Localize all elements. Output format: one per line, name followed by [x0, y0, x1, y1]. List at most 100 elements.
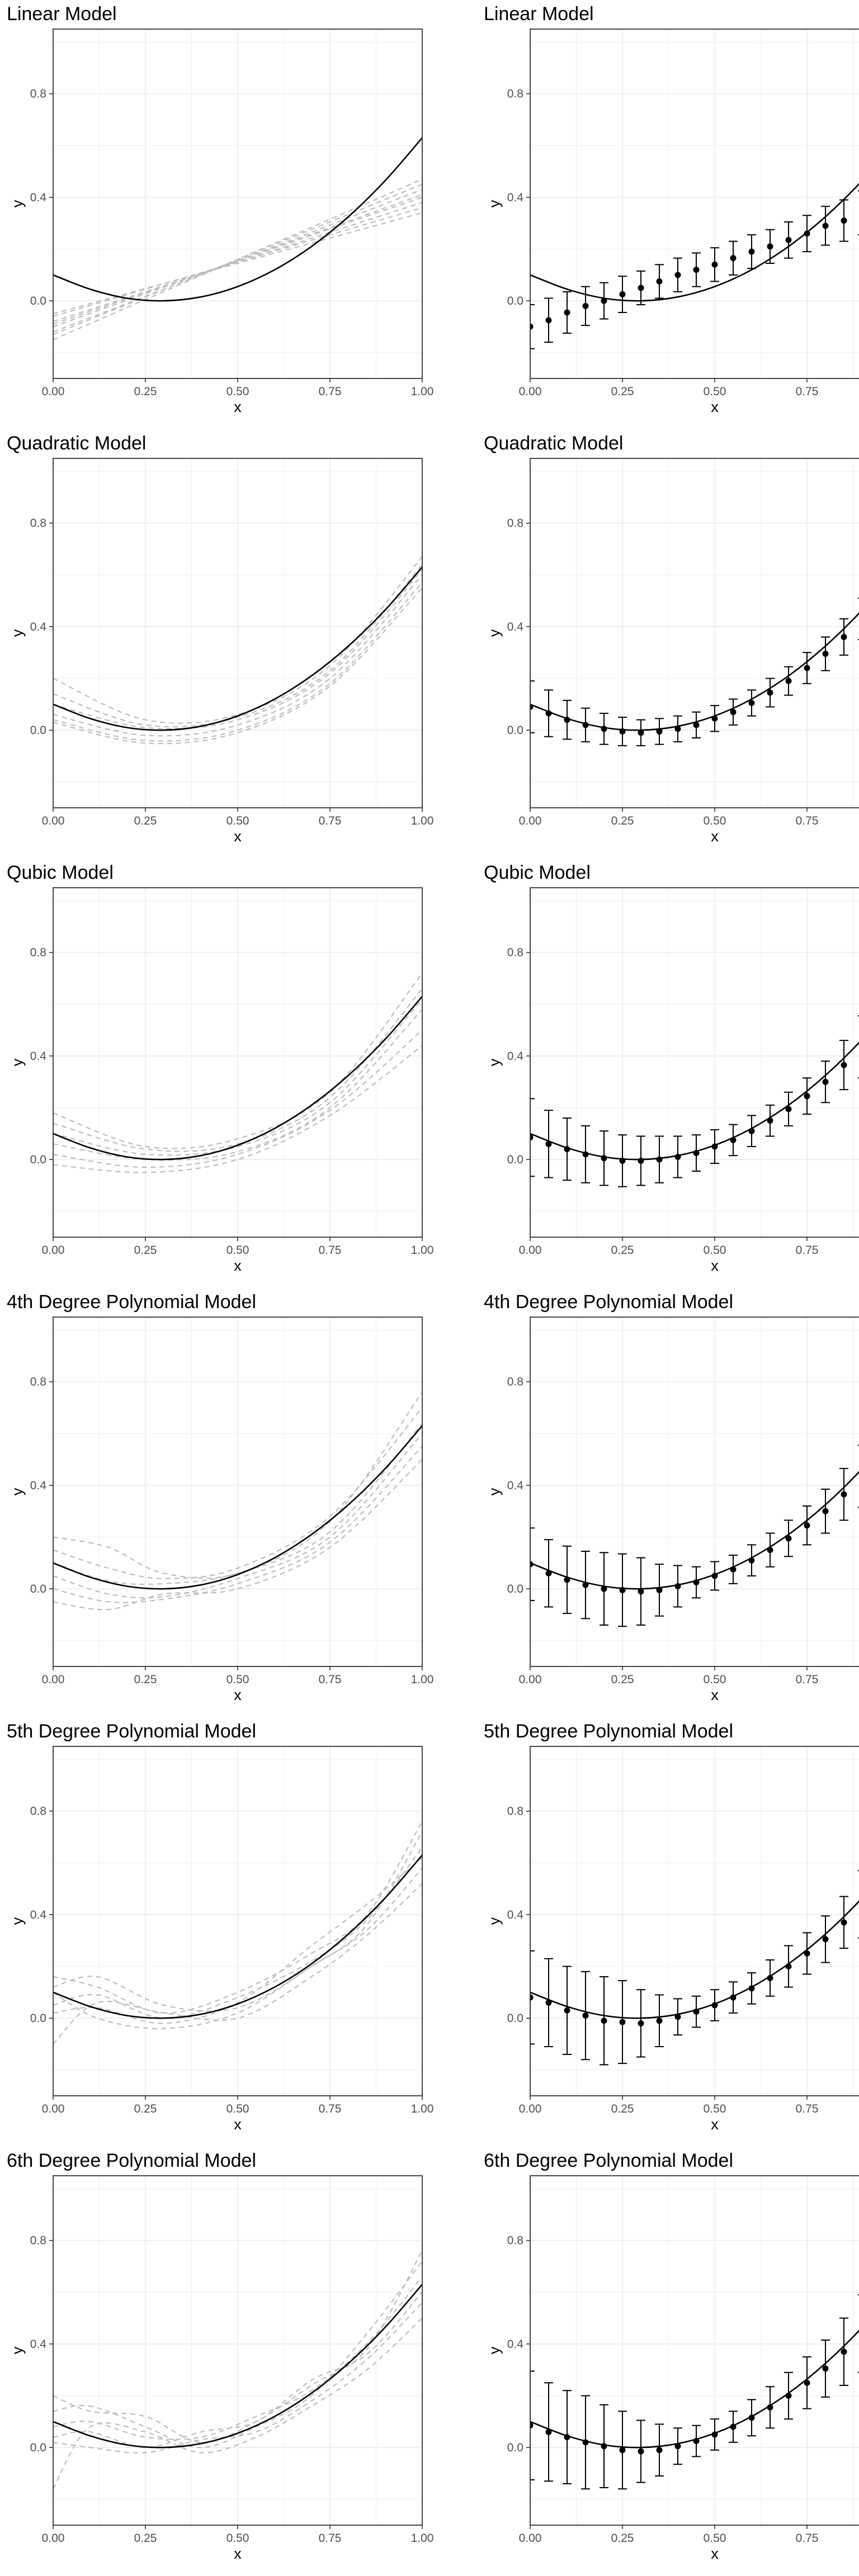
chart-panel-5: Qubic Model 0.00 0.25 0.50 0.75 1.00 0.0 0.4 0.8…: [7, 862, 433, 1274]
mean-point: [582, 722, 589, 728]
plot-data: [530, 2294, 859, 2490]
mean-point: [822, 1508, 829, 1514]
y-tick-label: 0.8: [30, 1805, 46, 1818]
y-tick-label: 0.8: [30, 2234, 46, 2247]
mean-point: [674, 1153, 681, 1160]
mean-point: [674, 726, 681, 732]
x-tick-label: 0.00: [42, 2103, 65, 2115]
mean-point: [693, 267, 700, 273]
x-tick-label: 0.25: [134, 1244, 157, 1257]
x-tick-label: 0.25: [611, 1244, 634, 1257]
chart-title: 6th Degree Polynomial Model: [484, 2150, 733, 2171]
x-tick-label: 0.50: [704, 2532, 726, 2545]
mean-point: [601, 2443, 607, 2450]
mean-point: [638, 1157, 644, 1164]
y-tick-label: 0.4: [30, 1050, 47, 1063]
y-tick-label: 0.4: [507, 1909, 524, 1921]
x-tick-label: 0.25: [611, 1673, 634, 1686]
true-function-line: [53, 1425, 422, 1590]
mean-point: [841, 217, 847, 224]
mean-point: [822, 2365, 829, 2372]
fitted-model-line: [53, 1857, 422, 2024]
mean-point: [619, 1587, 626, 1593]
mean-point: [545, 1140, 552, 1147]
x-tick-label: 0.75: [319, 815, 342, 827]
mean-point: [638, 285, 644, 291]
fitted-model-line: [53, 1459, 422, 1611]
mean-point: [711, 715, 718, 722]
x-tick-label: 1.00: [411, 1244, 434, 1257]
mean-point: [711, 261, 718, 268]
mean-point: [804, 1522, 810, 1529]
fitted-model-line: [53, 194, 422, 328]
x-tick-label: 0.75: [796, 1244, 819, 1257]
y-tick-label: 0.8: [507, 946, 523, 959]
chart-panel-7: 4th Degree Polynomial Model 0.00 0.25 0.50 0…: [7, 1291, 433, 1703]
x-tick-label: 0.75: [796, 815, 819, 827]
mean-point: [693, 2438, 700, 2445]
mean-point: [601, 1155, 607, 1162]
chart-panel-6: Qubic Model0.000.250.500.751.000.00.40.8…: [484, 862, 859, 1274]
true-function-line: [53, 2284, 422, 2449]
mean-point: [582, 1151, 589, 1158]
y-tick-label: 0.0: [30, 2441, 46, 2454]
x-tick-label: 1.00: [411, 2103, 434, 2115]
fitted-model-line: [53, 1867, 422, 2029]
plot-data: [53, 2250, 422, 2489]
y-tick-label: 0.4: [30, 191, 47, 204]
y-tick-label: 0.8: [507, 1376, 523, 1389]
mean-point: [545, 1570, 552, 1576]
x-tick-label: 0.75: [319, 1673, 342, 1686]
fitted-model-line: [53, 207, 422, 317]
mean-point: [804, 2379, 810, 2386]
plot-data: [53, 973, 422, 1173]
mean-point: [619, 291, 626, 298]
mean-point: [564, 309, 570, 316]
fitted-model-line: [53, 1446, 422, 1603]
mean-point: [841, 1062, 847, 1068]
y-axis-title: y: [486, 1488, 503, 1495]
x-axis-title: x: [711, 1687, 719, 1703]
mean-point: [785, 1106, 792, 1112]
fitted-model-line: [53, 574, 422, 737]
x-tick-label: 0.25: [134, 1673, 157, 1686]
mean-point: [767, 1974, 773, 1981]
mean-point: [730, 2423, 737, 2430]
x-tick-label: 0.50: [226, 385, 249, 398]
y-tick-label: 0.4: [507, 621, 524, 633]
y-tick-label: 0.8: [507, 1805, 523, 1818]
plot-background: [530, 2176, 859, 2525]
plot-background: [530, 1746, 859, 2096]
x-tick-label: 0.00: [42, 385, 65, 398]
x-tick-label: 0.00: [42, 815, 65, 827]
mean-point: [804, 230, 810, 237]
fitted-model-line: [53, 2291, 422, 2449]
mean-point: [822, 222, 829, 229]
y-tick-label: 0.8: [30, 88, 46, 101]
mean-point: [656, 2018, 663, 2024]
mean-point: [530, 1561, 534, 1568]
fitted-model-line: [53, 988, 422, 1152]
mean-point: [674, 272, 681, 278]
plot-data: [530, 1445, 859, 1627]
chart-panel-9: 5th Degree Polynomial Model 0.00 0.25 0.50 0…: [7, 1721, 433, 2133]
chart-title: 5th Degree Polynomial Model: [7, 1721, 256, 1742]
x-tick-label: 0.50: [704, 1244, 726, 1257]
mean-point: [564, 2007, 570, 2014]
plot-data: [53, 1391, 422, 1611]
mean-point: [711, 2002, 718, 2009]
x-axis-title: x: [711, 2545, 719, 2562]
x-tick-label: 0.00: [519, 2103, 542, 2115]
mean-point: [530, 1134, 534, 1141]
mean-point: [748, 2414, 755, 2421]
y-tick-label: 0.0: [507, 2441, 523, 2454]
y-tick-label: 0.8: [30, 517, 46, 530]
x-tick-label: 0.75: [796, 2103, 819, 2115]
x-tick-label: 0.50: [226, 1244, 249, 1257]
mean-point: [601, 726, 607, 732]
plot-data: [53, 1821, 422, 2045]
chart-panel-3: Quadratic Model 0.00 0.25 0.50 0.75 1.00 0.0 0.…: [7, 433, 433, 845]
mean-point: [730, 709, 737, 716]
fitted-model-line: [53, 1883, 422, 2045]
mean-point: [748, 1985, 755, 1992]
